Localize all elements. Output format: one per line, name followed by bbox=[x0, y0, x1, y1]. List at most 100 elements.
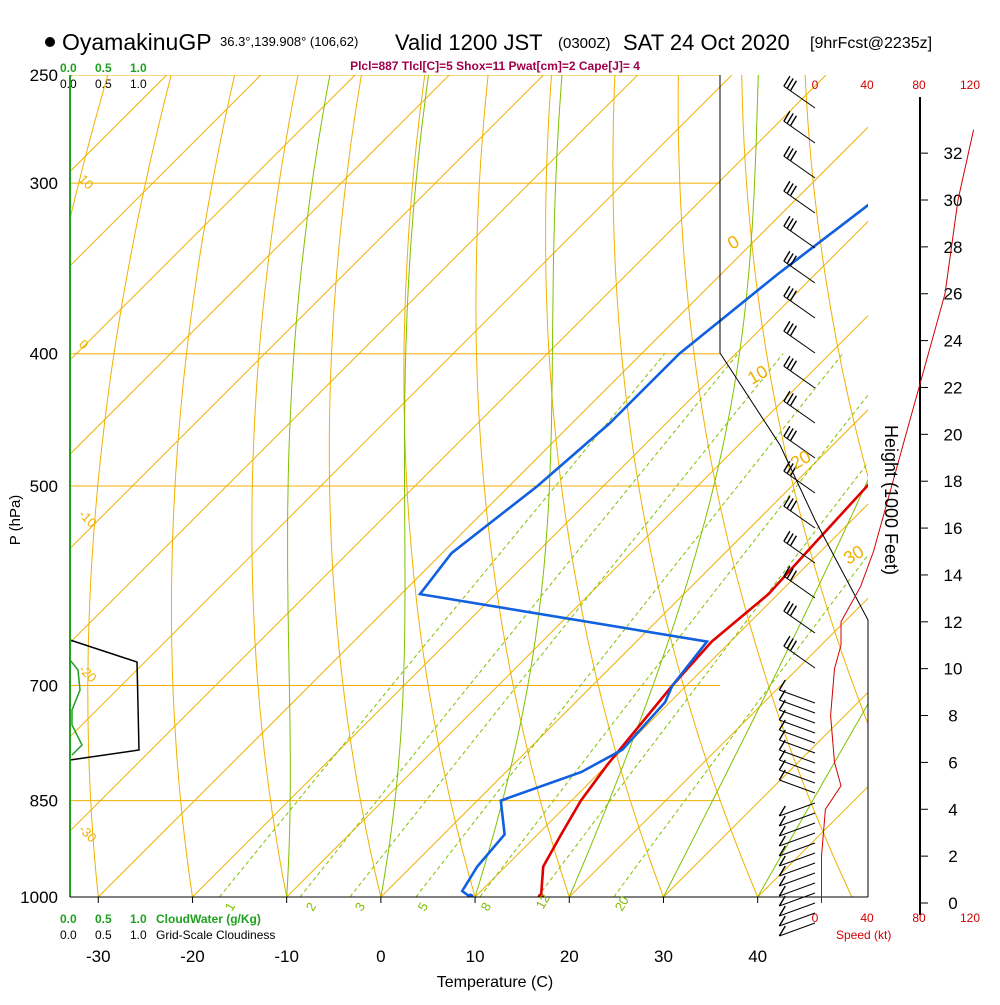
station-dot-icon bbox=[45, 37, 55, 47]
temp-tick-label: 10 bbox=[466, 947, 485, 966]
wind-barb bbox=[784, 321, 815, 353]
cloudiness-bottom-tick-1: 0.5 bbox=[95, 928, 112, 942]
wind-barb bbox=[779, 923, 815, 936]
valid-time: Valid 1200 JST bbox=[395, 30, 543, 55]
wind-barb bbox=[784, 286, 815, 318]
speed-bottom-tick-3: 120 bbox=[960, 911, 980, 925]
height-tick-label: 10 bbox=[944, 660, 963, 679]
cloudiness-bottom-tick-2: 1.0 bbox=[130, 928, 147, 942]
wind-barb bbox=[784, 356, 815, 388]
temp-tick-label: 20 bbox=[560, 947, 579, 966]
cloudwater-top-tick-2: 1.0 bbox=[130, 61, 147, 75]
forecast-info: [9hrFcst@2235z] bbox=[810, 35, 932, 52]
height-tick-label: 4 bbox=[948, 800, 957, 819]
station-location: 36.3°,139.908° (106,62) bbox=[220, 34, 358, 49]
dry-adiabat bbox=[742, 75, 946, 897]
wind-barb bbox=[779, 803, 815, 816]
speed-bottom-tick-1: 40 bbox=[860, 911, 874, 925]
mixing-ratio-label: 2 bbox=[303, 900, 320, 914]
height-tick-label: 6 bbox=[948, 753, 957, 772]
dry-adiabat-label: 10 bbox=[76, 172, 97, 193]
mixing-ratio-label: 3 bbox=[352, 900, 369, 914]
dry-adiabat bbox=[995, 75, 1000, 897]
mixing-ratio-label: 8 bbox=[478, 900, 495, 914]
wind-barbs bbox=[779, 76, 815, 936]
wind-barb bbox=[784, 181, 815, 213]
cloudiness-top-tick-2: 1.0 bbox=[130, 77, 147, 91]
speed-bottom-tick-2: 80 bbox=[912, 911, 926, 925]
mixing-ratio-label: 12 bbox=[533, 891, 553, 911]
dry-adiabat-label: -30 bbox=[76, 822, 100, 846]
speed-top-tick-2: 80 bbox=[912, 78, 926, 92]
cloudiness-bottom-tick-0: 0.0 bbox=[60, 928, 77, 942]
height-tick-label: 0 bbox=[948, 894, 957, 913]
mixing-ratio-line bbox=[300, 354, 738, 897]
height-axis-label: Height (1000 Feet) bbox=[881, 425, 901, 575]
mixing-ratio-line bbox=[480, 354, 901, 897]
height-tick-label: 8 bbox=[948, 707, 957, 726]
cloudwater-top-tick-0: 0.0 bbox=[60, 61, 77, 75]
cloudwater-label: CloudWater (g/Kg) bbox=[156, 912, 261, 926]
height-tick-label: 2 bbox=[948, 847, 957, 866]
pressure-tick-label: 1000 bbox=[20, 888, 58, 907]
cloudwater-bottom-tick-0: 0.0 bbox=[60, 912, 77, 926]
speed-bottom-tick-0: 0 bbox=[812, 911, 819, 925]
pressure-tick-label: 250 bbox=[30, 66, 58, 85]
wind-barb bbox=[779, 913, 815, 926]
cloudwater-bottom-tick-2: 1.0 bbox=[130, 912, 147, 926]
wind-barb bbox=[784, 636, 815, 668]
height-tick-label: 28 bbox=[944, 238, 963, 257]
height-tick-label: 14 bbox=[944, 566, 963, 585]
pressure-tick-label: 400 bbox=[30, 345, 58, 364]
moist-adiabat-label: 10 bbox=[744, 361, 771, 388]
dry-adiabat-label: 0 bbox=[76, 337, 92, 353]
cloudwater-top-tick-1: 0.5 bbox=[95, 61, 112, 75]
moist-adiabat-label: 0 bbox=[724, 231, 743, 253]
wind-barb bbox=[779, 883, 815, 896]
height-tick-label: 16 bbox=[944, 519, 963, 538]
wind-barb bbox=[784, 216, 815, 248]
cloudiness-label: Grid-Scale Cloudiness bbox=[156, 928, 275, 942]
wind-barb bbox=[779, 823, 815, 836]
wind-barb bbox=[784, 391, 815, 423]
dry-adiabat bbox=[932, 75, 1000, 897]
cloudwater-bottom-tick-1: 0.5 bbox=[95, 912, 112, 926]
stability-indices: Plcl=887 Tlcl[C]=5 Shox=11 Pwat[cm]=2 Ca… bbox=[350, 59, 640, 73]
height-tick-label: 18 bbox=[944, 472, 963, 491]
mixing-ratio-label: 5 bbox=[415, 900, 432, 914]
temp-tick-label: -20 bbox=[180, 947, 205, 966]
wind-barb bbox=[784, 601, 815, 633]
wind-barb bbox=[784, 111, 815, 143]
pressure-tick-label: 700 bbox=[30, 677, 58, 696]
moist-adiabat-label: 30 bbox=[840, 541, 867, 568]
height-tick-label: 22 bbox=[944, 378, 963, 397]
wind-barb bbox=[779, 853, 815, 866]
height-tick-label: 26 bbox=[944, 285, 963, 304]
temp-tick-label: 40 bbox=[748, 947, 767, 966]
speed-top-tick-1: 40 bbox=[860, 78, 874, 92]
height-tick-label: 24 bbox=[944, 332, 963, 351]
dry-adiabat bbox=[805, 75, 1000, 897]
cloudiness-top-tick-0: 0.0 bbox=[60, 77, 77, 91]
mixing-ratio-line bbox=[350, 354, 783, 897]
temp-tick-label: -10 bbox=[274, 947, 299, 966]
grid-layer bbox=[0, 75, 1000, 897]
height-tick-label: 32 bbox=[944, 144, 963, 163]
wind-barb bbox=[779, 873, 815, 886]
speed-top-tick-3: 120 bbox=[960, 78, 980, 92]
wind-barb bbox=[779, 833, 815, 846]
valid-date: SAT 24 Oct 2020 bbox=[623, 30, 790, 55]
dry-adiabat-label: -10 bbox=[76, 507, 100, 531]
temp-tick-label: 0 bbox=[376, 947, 385, 966]
y-axis-label: P (hPa) bbox=[7, 495, 24, 546]
height-tick-label: 20 bbox=[944, 425, 963, 444]
temp-tick-label: 30 bbox=[654, 947, 673, 966]
height-tick-label: 12 bbox=[944, 613, 963, 632]
series-line-temperature bbox=[541, 110, 1000, 897]
x-axis-label: Temperature (C) bbox=[437, 974, 553, 991]
speed-top-tick-0: 0 bbox=[812, 78, 819, 92]
pressure-tick-label: 500 bbox=[30, 477, 58, 496]
